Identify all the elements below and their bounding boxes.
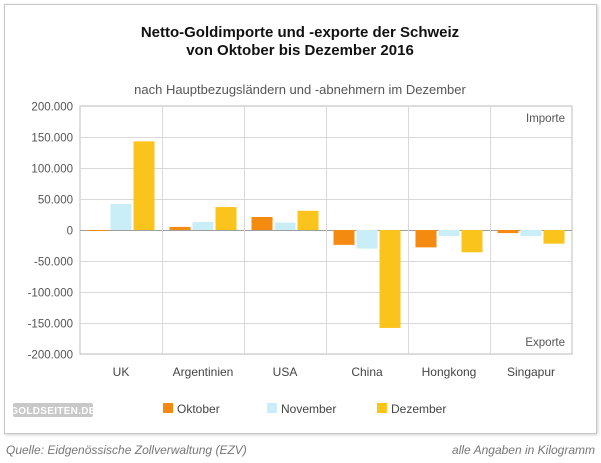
bar-oktober-argentinien bbox=[169, 226, 191, 230]
chart-subtitle: nach Hauptbezugsländern und -abnehmern i… bbox=[134, 82, 466, 97]
bar-oktober-usa bbox=[251, 216, 273, 230]
y-tick-label: 150.000 bbox=[31, 133, 73, 145]
legend-label-november: November bbox=[281, 402, 336, 416]
source-note: Quelle: Eidgenössische Zollverwaltung (E… bbox=[6, 443, 247, 457]
bar-chart: Netto-Goldimporte und -exporte der Schwe… bbox=[10, 24, 573, 417]
chart-title-line1: Netto-Goldimporte und -exporte der Schwe… bbox=[141, 24, 459, 41]
logo-text: GOLDSEITEN.DE bbox=[10, 406, 96, 417]
bar-dezember-china bbox=[379, 230, 401, 328]
category-label: USA bbox=[273, 365, 298, 379]
legend-swatch-november bbox=[267, 403, 277, 413]
bar-dezember-hongkong bbox=[461, 230, 483, 253]
bar-oktober-hongkong bbox=[415, 230, 437, 248]
goldseiten-logo: GOLDSEITEN.DE bbox=[10, 403, 96, 417]
bar-dezember-uk bbox=[133, 141, 155, 230]
bar-november-hongkong bbox=[438, 230, 460, 237]
bar-oktober-uk bbox=[87, 230, 109, 231]
annotation-importe: Importe bbox=[526, 113, 565, 125]
bar-oktober-china bbox=[333, 230, 355, 245]
y-tick-label: 100.000 bbox=[31, 164, 73, 176]
y-axis: 200.000 150.000 100.000 50.000 0 -50.000 -100.… bbox=[28, 102, 73, 362]
legend-label-oktober: Oktober bbox=[177, 402, 220, 416]
category-label: UK bbox=[113, 365, 130, 379]
y-tick-label: -100.000 bbox=[28, 288, 73, 300]
chart-title-line2: von Oktober bis Dezember 2016 bbox=[186, 42, 414, 59]
category-label: Argentinien bbox=[173, 365, 234, 379]
annotation-exporte: Exporte bbox=[525, 337, 565, 349]
y-tick-label: -150.000 bbox=[28, 319, 73, 331]
bars bbox=[87, 141, 565, 328]
chart-frame: Netto-Goldimporte und -exporte der Schwe… bbox=[4, 4, 597, 434]
legend-swatch-oktober bbox=[163, 403, 173, 413]
legend: Oktober November Dezember bbox=[163, 402, 446, 416]
bar-november-singapur bbox=[520, 230, 542, 237]
x-axis: UK Argentinien USA China Hongkong Singapur bbox=[113, 365, 555, 379]
bar-dezember-argentinien bbox=[215, 207, 237, 230]
category-label: China bbox=[351, 365, 383, 379]
unit-note: alle Angaben in Kilogramm bbox=[452, 443, 595, 457]
bar-november-usa bbox=[274, 222, 296, 230]
grid-lines bbox=[79, 105, 573, 355]
y-tick-label: -50.000 bbox=[34, 257, 73, 269]
category-label: Hongkong bbox=[422, 365, 477, 379]
legend-swatch-dezember bbox=[377, 403, 387, 413]
bar-november-uk bbox=[110, 203, 132, 230]
y-tick-label: 200.000 bbox=[31, 102, 73, 114]
bar-oktober-singapur bbox=[497, 230, 519, 234]
y-tick-label: 0 bbox=[67, 226, 73, 238]
bar-november-argentinien bbox=[192, 221, 214, 230]
legend-label-dezember: Dezember bbox=[391, 402, 446, 416]
y-tick-label: 50.000 bbox=[38, 195, 73, 207]
bar-dezember-singapur bbox=[543, 230, 565, 244]
category-label: Singapur bbox=[507, 365, 555, 379]
bar-november-china bbox=[356, 230, 378, 249]
bar-dezember-usa bbox=[297, 210, 319, 230]
y-tick-label: -200.000 bbox=[28, 350, 73, 362]
